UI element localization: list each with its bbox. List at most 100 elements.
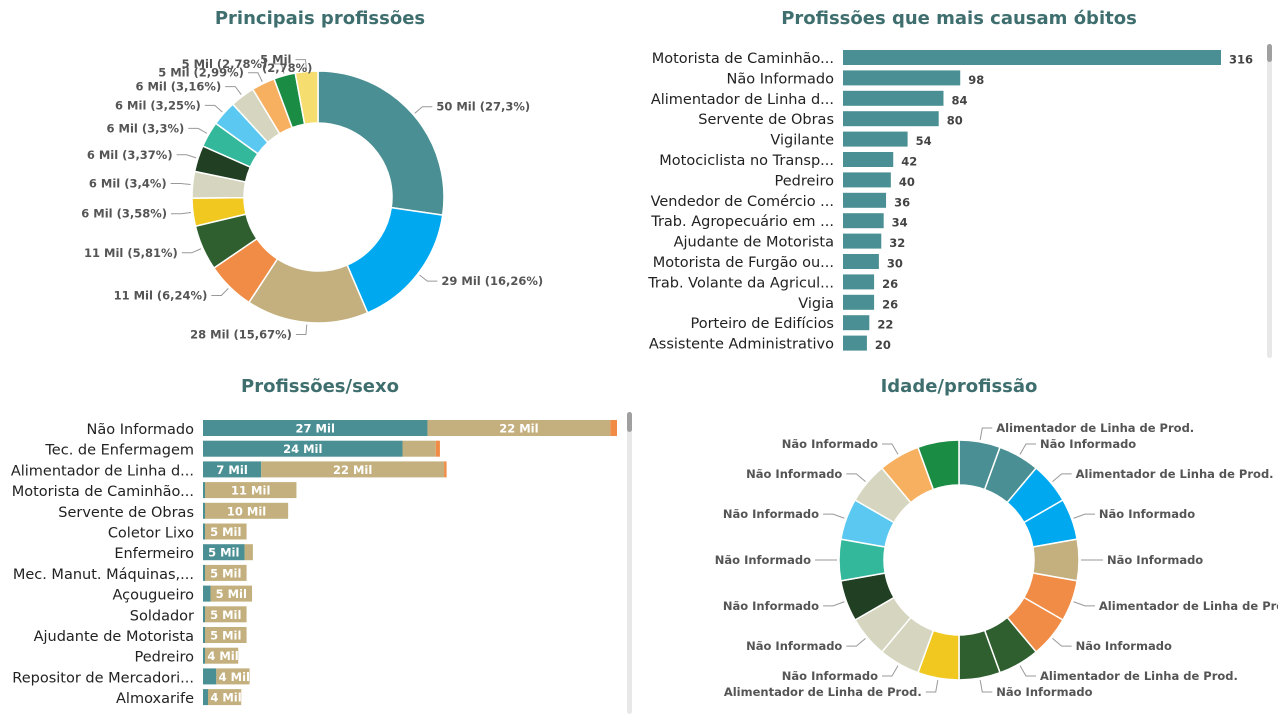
slice-label: Não Informado [746, 467, 842, 481]
category-label: Mec. Manut. Máquinas,... [13, 567, 194, 583]
bar[interactable] [843, 50, 1221, 65]
leader-line [882, 444, 898, 454]
stacked-bar-chart-sexo: Não Informado 27 Mil 22 MilTec. de Enferma… [0, 360, 640, 718]
bar-value-label: 84 [951, 93, 967, 107]
category-label: Alimentador de Linha d... [11, 463, 194, 479]
leader-line [188, 128, 207, 133]
bar-segment[interactable] [203, 503, 205, 519]
bar-segment[interactable] [203, 668, 216, 684]
leader-line [205, 105, 222, 112]
segment-value-label: 24 Mil [283, 442, 322, 456]
category-label: Pedreiro [775, 173, 835, 189]
bar-value-label: 36 [894, 195, 910, 209]
slice-label: Não Informado [996, 685, 1092, 699]
panel-idade-profissao: Idade/profissão Alimentador de Linha de … [640, 360, 1278, 718]
leader-line [171, 183, 191, 184]
category-label: Tec. de Enfermagem [44, 443, 194, 459]
bar-value-label: 26 [882, 297, 898, 311]
bar[interactable] [843, 274, 874, 289]
leader-line [1074, 514, 1095, 518]
donut-slice[interactable] [318, 71, 444, 215]
bar[interactable] [843, 295, 874, 310]
leader-line [980, 428, 992, 440]
category-label: Pedreiro [135, 650, 195, 666]
slice-label: Não Informado [782, 669, 878, 683]
category-label: Vendedor de Comércio ... [651, 194, 834, 210]
category-label: Enfermeiro [114, 546, 194, 562]
bar[interactable] [843, 111, 939, 126]
leader-line [225, 87, 241, 95]
bar-value-label: 30 [887, 257, 903, 271]
bar-segment[interactable] [203, 565, 205, 581]
bar-segment[interactable] [245, 544, 253, 560]
category-label: Motorista de Furgão ou... [653, 255, 834, 271]
slice-label: Alimentador de Linha de Prod. [1076, 467, 1274, 481]
leader-line [248, 73, 262, 82]
bar-value-label: 316 [1229, 53, 1253, 67]
scrollbar-thumb[interactable] [627, 412, 632, 432]
scrollbar[interactable] [627, 412, 632, 714]
bar[interactable] [843, 213, 884, 228]
slice-label: 29 Mil (16,26%) [441, 274, 543, 288]
category-label: Coletor Lixo [108, 526, 194, 542]
segment-value-label: 4 Mil [210, 691, 241, 705]
bar[interactable] [843, 70, 960, 85]
category-label: Motociclista no Transp... [659, 153, 834, 169]
bar-segment[interactable] [403, 441, 436, 457]
segment-value-label: 5 Mil [210, 608, 241, 622]
category-label: Vigilante [770, 133, 834, 149]
category-label: Almoxarife [116, 691, 194, 707]
bar-segment[interactable] [203, 648, 205, 664]
bar-value-label: 98 [968, 73, 984, 87]
bar-value-label: 54 [916, 134, 932, 148]
bar[interactable] [843, 91, 943, 106]
category-label: Ajudante de Motorista [674, 235, 834, 251]
leader-line [980, 680, 992, 692]
slice-label: Alimentador de Linha de Prod. [1040, 669, 1238, 683]
segment-value-label: 5 Mil [216, 587, 247, 601]
category-label: Vigia [798, 296, 834, 312]
bar[interactable] [843, 234, 881, 249]
scrollbar[interactable] [1267, 44, 1272, 358]
segment-value-label: 5 Mil [210, 525, 241, 539]
leader-line [846, 638, 865, 646]
segment-value-label: 7 Mil [216, 463, 247, 477]
bar-segment[interactable] [436, 441, 440, 457]
bar-segment[interactable] [203, 606, 205, 622]
leader-line [211, 288, 228, 295]
bar-segment[interactable] [203, 524, 205, 540]
segment-value-label: 22 Mil [333, 463, 372, 477]
slice-label: 6 Mil (3,25%) [115, 98, 201, 112]
bar-segment[interactable] [610, 420, 617, 436]
slice-label: Alimentador de Linha de Prod. [1099, 599, 1278, 613]
category-label: Alimentador de Linha d... [651, 92, 834, 108]
slice-label: Não Informado [723, 507, 819, 521]
bar[interactable] [843, 193, 886, 208]
bar[interactable] [843, 172, 891, 187]
bar-segment[interactable] [203, 586, 210, 602]
slice-label: 6 Mil (3,16%) [135, 80, 221, 94]
category-label: Repositor de Mercadori... [12, 670, 194, 686]
leader-line [882, 666, 898, 676]
bar-value-label: 34 [892, 216, 908, 230]
bar-segment[interactable] [203, 689, 208, 705]
slice-label: Não Informado [715, 553, 811, 567]
slice-label: Não Informado [1040, 437, 1136, 451]
bar[interactable] [843, 336, 867, 351]
bar[interactable] [843, 132, 908, 147]
segment-value-label: 5 Mil [208, 546, 239, 560]
bar-segment[interactable] [444, 461, 446, 477]
panel-principais-profissoes: Principais profissões 50 Mil (27,3%) 29 M… [0, 0, 640, 360]
bar[interactable] [843, 254, 879, 269]
bar[interactable] [843, 315, 869, 330]
segment-value-label: 22 Mil [499, 422, 538, 436]
category-label: Motorista de Caminhão... [12, 484, 194, 500]
slice-label: Alimentador de Linha de Prod. [996, 421, 1194, 435]
bar-segment[interactable] [203, 482, 205, 498]
leader-line [823, 514, 844, 518]
leader-line [1020, 444, 1036, 454]
bar-segment[interactable] [203, 627, 205, 643]
category-label: Não Informado [727, 71, 835, 87]
scrollbar-thumb[interactable] [1267, 44, 1272, 62]
bar[interactable] [843, 152, 893, 167]
